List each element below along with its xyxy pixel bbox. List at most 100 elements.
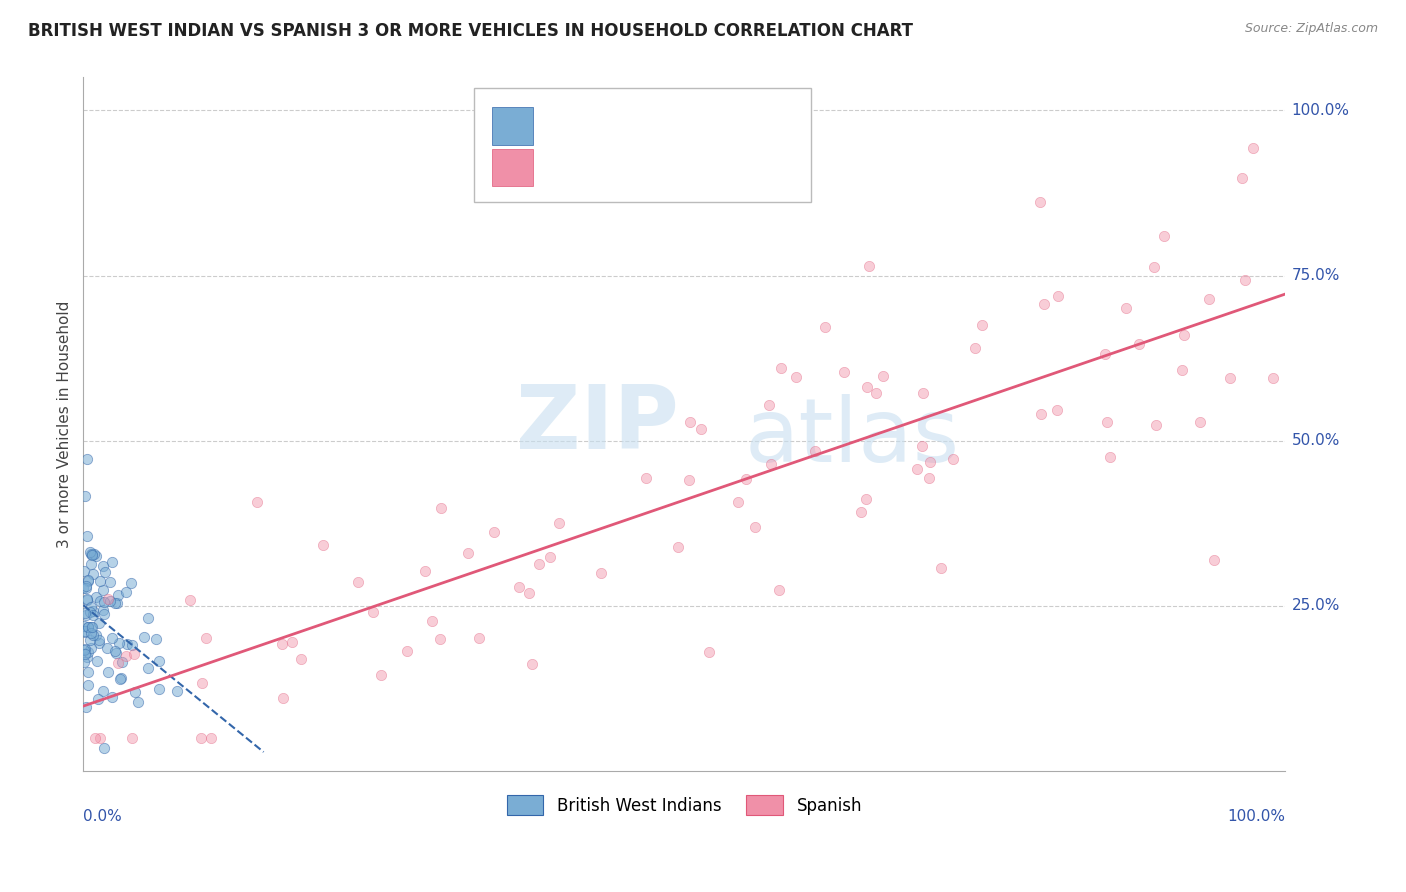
Text: atlas: atlas [744,394,959,482]
Point [527,558,550,572]
Point [1097,415,1119,429]
Point [121,731,143,745]
Point [75,700,97,714]
Point [759,457,782,471]
Point [100,632,122,646]
Point [1115,301,1137,316]
Point [122,647,145,661]
Point [855,379,877,393]
Point [1033,297,1056,311]
Point [803,444,825,458]
Point [457,546,479,560]
Point [76,574,98,588]
Point [858,259,880,273]
Point [76,650,98,665]
Text: 75.0%: 75.0% [1291,268,1340,283]
Point [97,591,120,606]
Point [73,624,96,639]
Point [80,625,103,640]
Point [108,636,131,650]
Point [104,596,127,610]
Point [76,620,98,634]
Point [918,471,941,485]
Text: 100.0%: 100.0% [1291,103,1350,118]
Point [132,630,155,644]
Point [80,600,103,615]
Point [872,369,894,384]
Point [166,684,188,698]
Point [76,644,98,658]
Point [136,661,159,675]
Point [679,416,702,430]
Point [91,582,114,597]
Point [101,555,124,569]
Point [89,574,111,588]
Point [145,632,167,647]
Point [697,645,720,659]
Point [93,741,115,756]
Text: ZIP: ZIP [516,381,679,467]
Point [420,614,443,628]
Point [281,634,304,648]
Point [91,684,114,698]
Point [517,586,540,600]
Point [1170,363,1192,377]
Point [678,474,700,488]
Point [84,731,107,745]
Point [1153,228,1175,243]
Point [929,561,952,575]
Point [89,635,111,649]
Point [73,489,96,503]
Point [77,573,100,587]
Point [91,602,114,616]
Point [115,637,138,651]
Point [508,580,530,594]
Point [271,691,294,706]
Point [370,668,392,682]
Point [346,574,368,589]
Point [104,646,127,660]
Point [1047,288,1070,302]
Point [73,647,96,661]
Point [82,607,104,622]
Point [73,643,96,657]
Point [76,591,98,606]
Point [1029,407,1052,421]
Point [190,676,212,690]
Point [80,640,103,655]
Point [104,644,127,658]
Point [148,681,170,696]
Text: 0.0%: 0.0% [83,809,122,824]
Point [246,495,269,509]
Point [75,578,97,592]
Point [758,399,780,413]
Point [1263,371,1285,385]
Point [918,455,941,469]
Point [548,516,571,530]
Point [86,655,108,669]
Point [96,640,118,655]
Text: 25.0%: 25.0% [1291,599,1340,613]
Point [690,422,713,436]
Point [744,520,766,534]
Text: R = -0.150   N = 91: R = -0.150 N = 91 [543,119,716,134]
Point [98,574,121,589]
Point [467,631,489,645]
Point [75,642,97,657]
Point [734,472,756,486]
Point [75,582,97,596]
Point [107,588,129,602]
Point [768,583,790,598]
Point [73,656,96,670]
Point [1173,327,1195,342]
Point [75,607,97,622]
Point [1098,450,1121,464]
Y-axis label: 3 or more Vehicles in Household: 3 or more Vehicles in Household [58,301,72,548]
Point [84,590,107,604]
Point [636,471,658,485]
Point [83,547,105,561]
FancyBboxPatch shape [474,87,810,202]
Point [80,547,103,561]
Point [312,538,335,552]
Point [1230,171,1253,186]
